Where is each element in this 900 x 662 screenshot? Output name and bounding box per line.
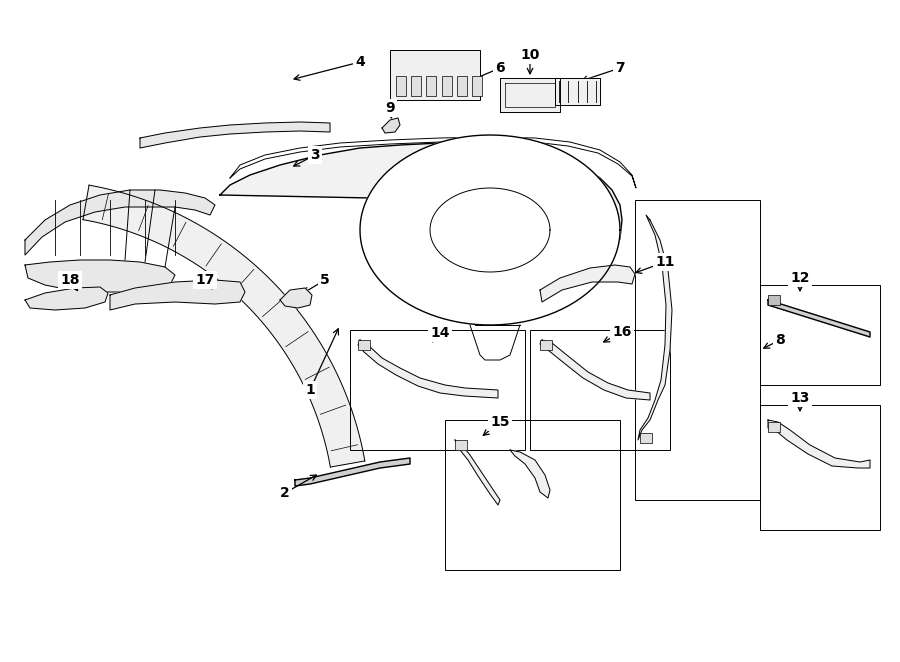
Polygon shape: [25, 287, 108, 310]
Bar: [350, 330, 525, 450]
Bar: [411, 76, 421, 96]
Bar: [540, 340, 552, 350]
Text: 4: 4: [356, 55, 364, 69]
Text: 12: 12: [790, 271, 810, 285]
Polygon shape: [510, 450, 550, 498]
Polygon shape: [768, 300, 870, 337]
Polygon shape: [280, 288, 312, 308]
Bar: [427, 76, 436, 96]
Bar: [768, 295, 780, 305]
Bar: [358, 340, 370, 350]
Bar: [455, 440, 467, 450]
Text: 9: 9: [385, 101, 395, 115]
Bar: [445, 420, 620, 570]
Text: 5: 5: [320, 273, 330, 287]
Polygon shape: [220, 143, 622, 305]
Text: 13: 13: [790, 391, 810, 405]
Bar: [390, 50, 480, 100]
Polygon shape: [500, 78, 560, 112]
Polygon shape: [540, 265, 635, 302]
Bar: [472, 76, 482, 96]
Bar: [530, 330, 670, 450]
Polygon shape: [295, 458, 410, 486]
Text: 15: 15: [491, 415, 509, 429]
Bar: [457, 76, 467, 96]
Polygon shape: [140, 122, 330, 148]
Bar: [396, 76, 406, 96]
Polygon shape: [638, 215, 672, 440]
Text: 6: 6: [495, 61, 505, 75]
Text: 7: 7: [616, 61, 625, 75]
Polygon shape: [768, 420, 870, 468]
Polygon shape: [358, 340, 498, 398]
Bar: [442, 76, 452, 96]
Text: 16: 16: [612, 325, 632, 339]
Polygon shape: [25, 260, 175, 292]
Text: 8: 8: [775, 333, 785, 347]
Text: 17: 17: [195, 273, 215, 287]
Text: 3: 3: [310, 148, 320, 162]
Text: 1: 1: [305, 383, 315, 397]
Bar: [760, 405, 880, 530]
Polygon shape: [360, 135, 620, 325]
Bar: [760, 285, 880, 385]
Polygon shape: [382, 118, 400, 133]
Polygon shape: [540, 340, 650, 400]
Text: 10: 10: [520, 48, 540, 62]
Text: 11: 11: [655, 255, 675, 269]
Text: 18: 18: [60, 273, 80, 287]
Polygon shape: [455, 440, 500, 505]
Polygon shape: [83, 185, 365, 467]
Polygon shape: [25, 190, 215, 255]
Bar: [640, 433, 652, 443]
Text: 14: 14: [430, 326, 450, 340]
Polygon shape: [110, 280, 245, 310]
Bar: [768, 422, 780, 432]
Text: 2: 2: [280, 486, 290, 500]
Polygon shape: [555, 78, 600, 105]
Bar: [635, 200, 760, 500]
